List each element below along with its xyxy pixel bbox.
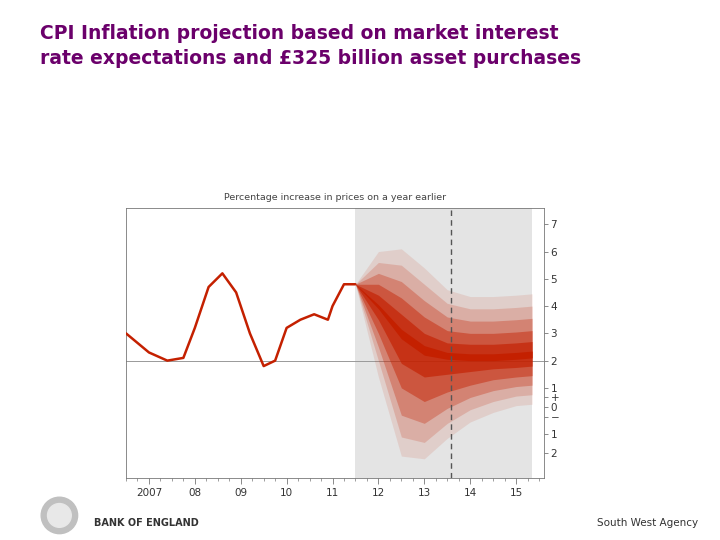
Text: Percentage increase in prices on a year earlier: Percentage increase in prices on a year …	[224, 193, 446, 202]
Text: CPI Inflation projection based on market interest
rate expectations and £325 bil: CPI Inflation projection based on market…	[40, 24, 581, 68]
Text: South West Agency: South West Agency	[598, 518, 698, 528]
Circle shape	[48, 503, 71, 527]
Text: BANK OF ENGLAND: BANK OF ENGLAND	[94, 518, 198, 528]
Circle shape	[41, 497, 78, 534]
Bar	[356, 208, 532, 478]
